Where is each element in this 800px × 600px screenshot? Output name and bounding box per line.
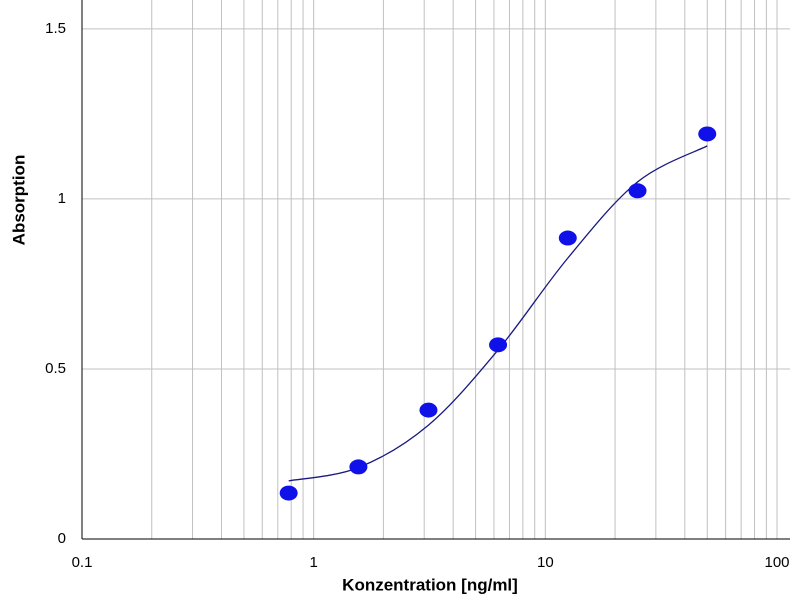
y-tick-label: 1.5 [45, 20, 66, 37]
plot [279, 126, 717, 501]
x-tick-label: 100 [764, 554, 789, 571]
data-point [349, 459, 368, 475]
x-axis-title: Konzentration [ng/ml] [342, 575, 518, 594]
data-point [279, 485, 298, 501]
data-point [419, 402, 438, 418]
x-tick-label: 10 [537, 554, 554, 571]
data-point [558, 230, 577, 246]
y-tick-label: 0 [58, 530, 66, 547]
y-axis-title: Absorption [9, 155, 28, 246]
data-point [628, 183, 647, 199]
y-tick-label: 0.5 [45, 360, 66, 377]
data-point [698, 126, 717, 142]
data-point [489, 337, 508, 353]
y-tick-label: 1 [58, 190, 66, 207]
x-tick-label: 1 [309, 554, 317, 571]
x-tick-label: 0.1 [72, 554, 93, 571]
